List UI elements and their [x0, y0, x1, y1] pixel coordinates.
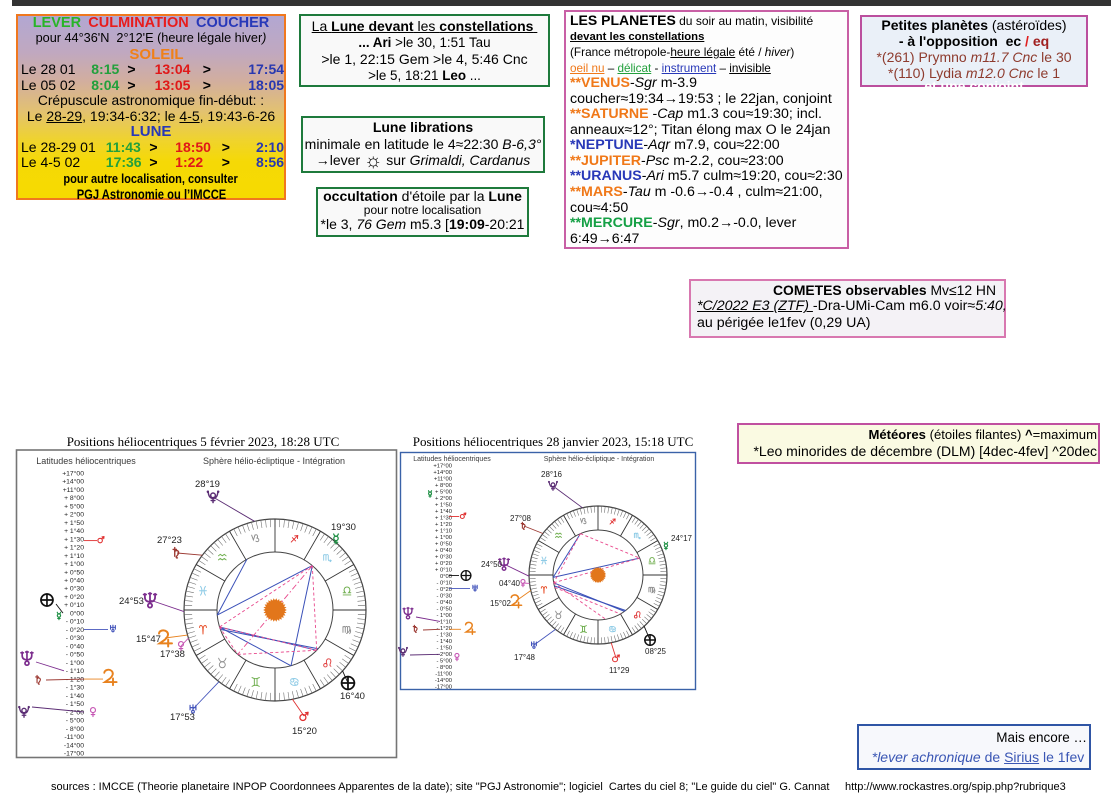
svg-text:- 1°00: - 1°00 — [66, 659, 84, 667]
svg-text:28°16: 28°16 — [541, 470, 563, 479]
svg-text:+ 0°20: + 0°20 — [435, 561, 452, 567]
svg-text:-14°00: -14°00 — [64, 741, 84, 749]
svg-text:28°19: 28°19 — [195, 479, 220, 490]
svg-text:+14°00: +14°00 — [62, 478, 84, 486]
svg-text:27°08: 27°08 — [510, 514, 532, 523]
svg-text:19°30: 19°30 — [331, 522, 356, 533]
svg-text:08°25: 08°25 — [645, 647, 667, 656]
svg-text:+ 1°30: + 1°30 — [64, 535, 84, 543]
svg-text:17°53: 17°53 — [170, 712, 195, 723]
svg-text:- 8°00: - 8°00 — [436, 665, 452, 671]
svg-text:+ 1°50: + 1°50 — [435, 503, 452, 509]
svg-text:- 0°20: - 0°20 — [66, 626, 84, 634]
svg-text:17°48: 17°48 — [514, 653, 536, 662]
svg-text:+ 0°30: + 0°30 — [64, 585, 84, 593]
svg-text:+ 1°10: + 1°10 — [435, 529, 452, 535]
svg-text:- 8°00: - 8°00 — [66, 725, 84, 733]
svg-text:15°20: 15°20 — [292, 726, 317, 737]
svg-text:- 0°10: - 0°10 — [66, 618, 84, 626]
svg-text:- 1°30: - 1°30 — [66, 684, 84, 692]
svg-text:- 5°00: - 5°00 — [436, 659, 452, 665]
svg-text:- 0°50: - 0°50 — [436, 607, 452, 613]
svg-text:+ 0°10: + 0°10 — [64, 601, 84, 609]
svg-text:- 1°10: - 1°10 — [436, 620, 452, 626]
svg-text:- 1°40: - 1°40 — [436, 639, 452, 645]
svg-text:15°02: 15°02 — [490, 599, 512, 608]
svg-text:- 0°20: - 0°20 — [436, 587, 452, 593]
svg-text:24°17: 24°17 — [671, 534, 693, 543]
svg-text:11°29: 11°29 — [609, 666, 630, 675]
svg-text:Sphère hélio-écliptique - Inté: Sphère hélio-écliptique - Intégration — [203, 456, 345, 466]
svg-text:+ 1°10: + 1°10 — [64, 552, 84, 560]
svg-text:+ 1°40: + 1°40 — [435, 509, 452, 515]
svg-text:+ 0°50: + 0°50 — [64, 568, 84, 576]
svg-text:- 5°00: - 5°00 — [66, 717, 84, 725]
svg-text:- 1°10: - 1°10 — [66, 667, 84, 675]
svg-text:17°38: 17°38 — [160, 649, 185, 660]
svg-text:27°23: 27°23 — [157, 535, 182, 546]
svg-text:-14°00: -14°00 — [435, 678, 452, 684]
svg-text:Latitudes héliocentriques: Latitudes héliocentriques — [413, 456, 491, 463]
svg-text:+17°00: +17°00 — [433, 464, 452, 470]
svg-text:- 1°30: - 1°30 — [436, 633, 452, 639]
svg-text:- 0°30: - 0°30 — [436, 594, 452, 600]
svg-text:0°00: 0°00 — [70, 610, 84, 618]
svg-text:+ 8°00: + 8°00 — [435, 483, 452, 489]
svg-text:Positions héliocentriques 28 j: Positions héliocentriques 28 janvier 202… — [413, 434, 694, 449]
svg-text:04°40: 04°40 — [499, 579, 521, 588]
svg-text:+17°00: +17°00 — [62, 469, 84, 477]
svg-text:- 2°00: - 2°00 — [436, 652, 452, 658]
svg-text:-11°00: -11°00 — [435, 672, 452, 678]
svg-text:+ 2°00: + 2°00 — [64, 511, 84, 519]
svg-text:- 0°50: - 0°50 — [66, 651, 84, 659]
svg-text:- 1°50: - 1°50 — [66, 700, 84, 708]
svg-text:+ 2°00: + 2°00 — [435, 496, 452, 502]
svg-text:-17°00: -17°00 — [435, 685, 452, 691]
svg-text:- 0°30: - 0°30 — [66, 634, 84, 642]
svg-text:+11°00: +11°00 — [434, 477, 452, 483]
svg-text:- 1°00: - 1°00 — [436, 613, 452, 619]
svg-text:+ 0°40: + 0°40 — [435, 548, 452, 554]
svg-text:-11°00: -11°00 — [64, 733, 84, 741]
svg-text:+ 1°40: + 1°40 — [64, 527, 84, 535]
svg-text:+ 0°30: + 0°30 — [435, 555, 452, 561]
svg-text:- 0°40: - 0°40 — [66, 642, 84, 650]
svg-text:+14°00: +14°00 — [433, 470, 452, 476]
svg-text:16°40: 16°40 — [340, 691, 365, 702]
svg-text:- 0°40: - 0°40 — [436, 600, 452, 606]
svg-text:- 0°10: - 0°10 — [436, 581, 452, 587]
svg-text:+ 1°50: + 1°50 — [64, 519, 84, 527]
svg-text:- 1°20: - 1°20 — [436, 626, 452, 632]
svg-text:+ 1°20: + 1°20 — [64, 544, 84, 552]
svg-text:+ 0°40: + 0°40 — [64, 577, 84, 585]
svg-text:+ 0°10: + 0°10 — [435, 568, 452, 574]
svg-text:+ 0°50: + 0°50 — [435, 542, 452, 548]
svg-text:+ 1°00: + 1°00 — [64, 560, 84, 568]
svg-text:+ 1°30: + 1°30 — [435, 516, 452, 522]
svg-text:-17°00: -17°00 — [64, 750, 84, 758]
svg-text:Sphère hélio-écliptique - Inté: Sphère hélio-écliptique - Intégration — [544, 456, 655, 463]
svg-text:24°53: 24°53 — [119, 596, 144, 607]
svg-text:- 1°40: - 1°40 — [66, 692, 84, 700]
svg-text:+ 1°00: + 1°00 — [435, 535, 452, 541]
svg-text:+ 5°00: + 5°00 — [64, 502, 84, 510]
svg-text:+ 5°00: + 5°00 — [435, 490, 452, 496]
svg-text:+11°00: +11°00 — [63, 486, 85, 494]
svg-text:Positions héliocentriques 5 fé: Positions héliocentriques 5 février 2023… — [67, 434, 340, 449]
svg-text:24°50: 24°50 — [481, 560, 503, 569]
svg-text:+ 8°00: + 8°00 — [64, 494, 84, 502]
svg-text:Latitudes héliocentriques: Latitudes héliocentriques — [36, 456, 136, 466]
svg-text:0°00: 0°00 — [440, 574, 452, 580]
svg-text:+ 0°20: + 0°20 — [64, 593, 84, 601]
svg-text:- 1°50: - 1°50 — [436, 646, 452, 652]
svg-text:- 2°00: - 2°00 — [66, 708, 84, 716]
svg-text:+ 1°20: + 1°20 — [435, 522, 452, 528]
svg-text:15°47: 15°47 — [136, 634, 161, 645]
